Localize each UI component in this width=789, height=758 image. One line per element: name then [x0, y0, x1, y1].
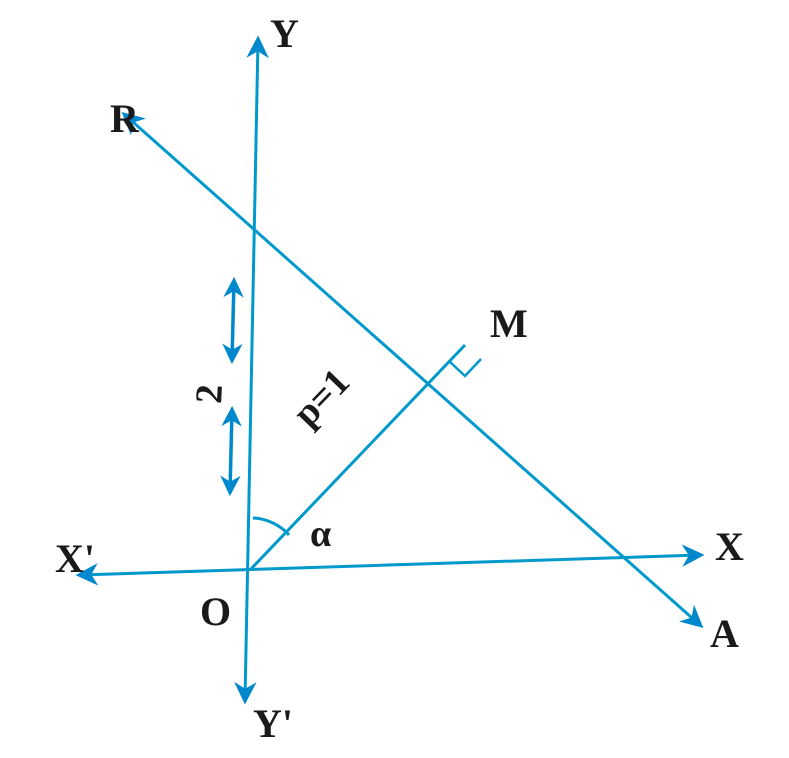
label-Yprime: Y': [253, 700, 293, 747]
label-X: X: [715, 523, 744, 570]
label-M: M: [490, 300, 528, 347]
y-axis: [245, 40, 258, 700]
label-O: O: [200, 588, 231, 635]
x-axis: [80, 555, 700, 575]
right-angle-icon: [449, 359, 481, 376]
line-RA: [125, 115, 700, 625]
angle-arc-alpha: [253, 518, 289, 535]
label-alpha: α: [310, 512, 331, 556]
segment-OM: [250, 345, 465, 570]
label-two: 2: [187, 383, 232, 404]
label-Xprime: X': [55, 535, 95, 582]
label-R: R: [110, 95, 139, 142]
label-A: A: [710, 610, 739, 657]
label-Y: Y: [270, 10, 299, 57]
